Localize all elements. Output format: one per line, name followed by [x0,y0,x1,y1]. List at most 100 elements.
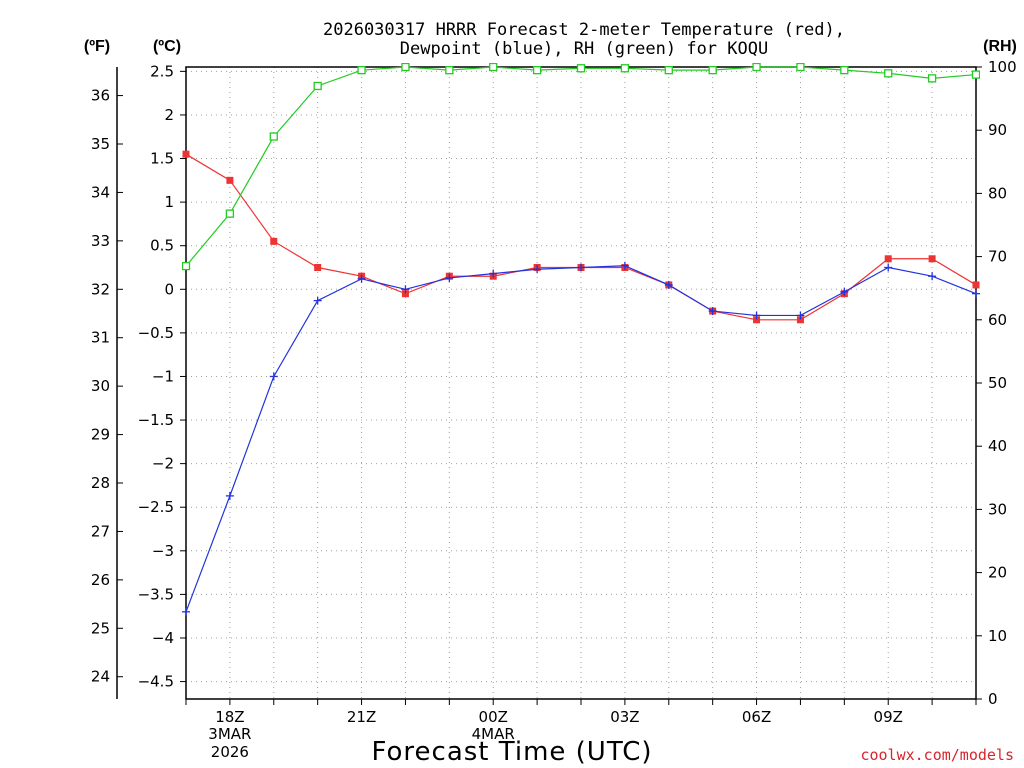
fahrenheit-tick-label: 25 [91,619,110,637]
dewpoint-point [182,607,190,616]
rh-tick-label: 60 [988,311,1007,329]
dewpoint-point [269,372,278,381]
fahrenheit-tick-label: 34 [91,183,110,201]
fahrenheit-tick-label: 27 [91,522,110,540]
rh-tick-label: 20 [988,564,1007,582]
fahrenheit-tick-label: 30 [91,377,110,395]
celsius-tick-label: 2.5 [150,62,174,80]
dewpoint-point [840,287,849,296]
axes: −4.5 −4 −3.5 −3 −2.5 −2 −1.5 −1 −0.5 0 0.5 1 1.5 2 2.5… [91,58,1017,761]
fahrenheit-tick-label: 31 [91,329,110,347]
fahrenheit-tick-label: 35 [91,135,110,153]
rh-point [620,64,630,73]
rh-point [576,64,586,73]
rh-tick-label: 50 [988,374,1007,392]
temperature-point [270,237,278,245]
fahrenheit-tick-label: 26 [91,571,110,589]
rh-tick-label: 90 [988,121,1007,139]
series-line [185,153,977,321]
rh-point [840,66,849,75]
celsius-tick-label: 1.5 [150,150,174,168]
x-date-label: 4MAR [472,725,515,743]
dewpoint-point [796,311,805,320]
rh-point [884,69,893,78]
celsius-tick-label: 2 [164,106,174,124]
x-date-label: 3MAR [208,725,251,743]
dewpoint-point [884,263,893,272]
temperature-point [796,316,804,324]
rh-tick-label: 40 [988,437,1007,455]
dewpoint-point [489,269,498,278]
celsius-tick-label: 1 [164,193,174,211]
dewpoint-point [445,273,454,282]
data-series [182,63,980,616]
rh-point [927,74,937,83]
rh-point [225,209,235,218]
dewpoint-point [357,274,366,283]
temperature-point [226,176,234,184]
rh-tick-label: 30 [988,500,1007,518]
celsius-tick-label: −2 [152,455,174,473]
x-tick-label: 09Z [874,708,903,726]
fahrenheit-tick-label: 28 [91,474,110,492]
temperature-point [401,290,409,298]
rh-point [313,81,322,91]
fahrenheit-tick-label: 24 [91,668,110,686]
dewpoint-point [225,491,234,500]
rh-point [182,261,191,271]
temperature-point [182,150,190,158]
dewpoint-point [972,289,980,298]
dewpoint-point [577,263,585,272]
x-tick-label: 06Z [742,708,771,726]
celsius-tick-label: −3.5 [138,585,174,603]
celsius-tick-label: −0.5 [138,324,174,342]
rh-point [269,132,278,141]
temperature-point [314,263,322,271]
series-line [185,66,977,267]
dewpoint-point [664,280,673,289]
x-tick-label: 18Z [215,708,244,726]
x-tick-label: 00Z [479,708,508,726]
celsius-tick-label: −2.5 [138,498,174,516]
celsius-tick-label: −4.5 [138,673,174,691]
rh-point [445,66,454,75]
credit-text: coolwx.com/models [860,746,1014,764]
celsius-axis-unit: (ºC) [153,38,181,55]
rh-point [796,63,805,72]
chart-title-line1: 2026030317 HRRR Forecast 2-meter Tempera… [323,20,845,40]
celsius-tick-label: 0.5 [150,237,174,255]
rh-point [664,66,673,75]
chart-title-line2: Dewpoint (blue), RH (green) for KOQU [400,39,768,59]
grid [186,67,977,699]
temperature-point [753,316,761,324]
rh-point [708,66,717,75]
dewpoint-point [533,265,542,274]
rh-tick-label: 80 [988,184,1007,202]
fahrenheit-tick-label: 33 [91,232,110,250]
fahrenheit-axis-unit: (ºF) [84,38,110,55]
dewpoint-point [620,261,629,270]
rh-axis-unit: (RH) [983,38,1017,55]
celsius-tick-label: −1.5 [138,411,174,429]
rh-tick-label: 100 [988,58,1017,76]
dewpoint-point [401,285,410,294]
rh-point [357,66,366,75]
celsius-tick-label: −3 [152,542,174,560]
temperature-point [884,255,892,263]
rh-point [971,70,980,79]
x-year-label: 2026 [211,743,249,761]
celsius-tick-label: 0 [164,280,174,298]
dewpoint-point [708,307,717,316]
rh-point [532,66,542,75]
temperature-point [972,281,980,289]
dewpoint-point [928,272,937,281]
rh-point [401,63,410,72]
x-tick-label: 21Z [347,708,376,726]
fahrenheit-tick-label: 29 [91,426,110,444]
fahrenheit-tick-label: 32 [91,280,110,298]
celsius-tick-label: −4 [152,629,174,647]
x-tick-label: 03Z [610,708,639,726]
rh-point [752,63,761,72]
dewpoint-point [752,311,761,320]
dewpoint-point [313,296,322,305]
